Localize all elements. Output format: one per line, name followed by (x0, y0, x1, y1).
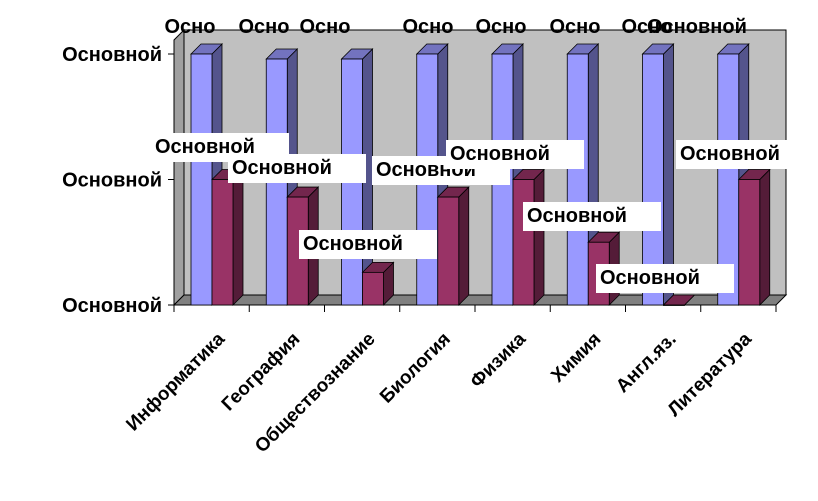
data-label-series1: Основной (647, 16, 747, 38)
data-label-series1: Осно (622, 16, 673, 38)
bar-series1 (642, 53, 664, 306)
data-label-series2: Основной (232, 157, 332, 179)
data-label-series2: Основной (680, 143, 780, 165)
data-label-bg (299, 230, 437, 259)
floor (172, 294, 788, 306)
x-category-label: Англ.яз. (612, 329, 680, 397)
bar-series2 (738, 179, 761, 306)
data-label-series1: Осно (550, 16, 601, 38)
x-category-label: Биология (376, 329, 455, 408)
data-label-series2: Основной (600, 267, 700, 289)
bar-series2-side (458, 186, 470, 306)
bar-series2-side (232, 168, 244, 306)
bar-series2 (362, 271, 384, 306)
data-label-series1: Осно (239, 16, 290, 38)
y-tick-label: Основной (62, 44, 162, 66)
bar-series2-side (533, 168, 545, 306)
bar-series2 (211, 179, 234, 306)
x-category-label: Химия (547, 329, 605, 387)
data-label-series2: Основной (155, 136, 255, 158)
data-label-bg (228, 154, 366, 183)
data-label-series2: Основной (527, 205, 627, 227)
data-label-series1: Осно (476, 16, 527, 38)
data-label-bg (676, 140, 814, 169)
side-wall (173, 28, 185, 307)
bar-series2 (437, 196, 460, 306)
bar-series2 (663, 304, 685, 306)
data-label-bg (596, 264, 734, 293)
x-category-label: Информатика (122, 328, 229, 435)
data-label-bg (446, 140, 584, 169)
data-label-series2: Основной (303, 233, 403, 255)
data-label-series2: Основной (450, 143, 550, 165)
data-label-bg (523, 202, 661, 231)
x-category-label: Физика (466, 328, 530, 392)
bar-series2 (512, 179, 535, 306)
bar-series1 (566, 53, 589, 306)
y-tick-label: Основной (62, 295, 162, 317)
bar-series2-side (759, 168, 771, 306)
bar-series1 (190, 53, 213, 306)
data-label-series1: Осно (300, 16, 351, 38)
data-label-series1: Осно (403, 16, 454, 38)
y-tick-label: Основной (62, 170, 162, 192)
data-label-series1: Осно (165, 16, 216, 38)
